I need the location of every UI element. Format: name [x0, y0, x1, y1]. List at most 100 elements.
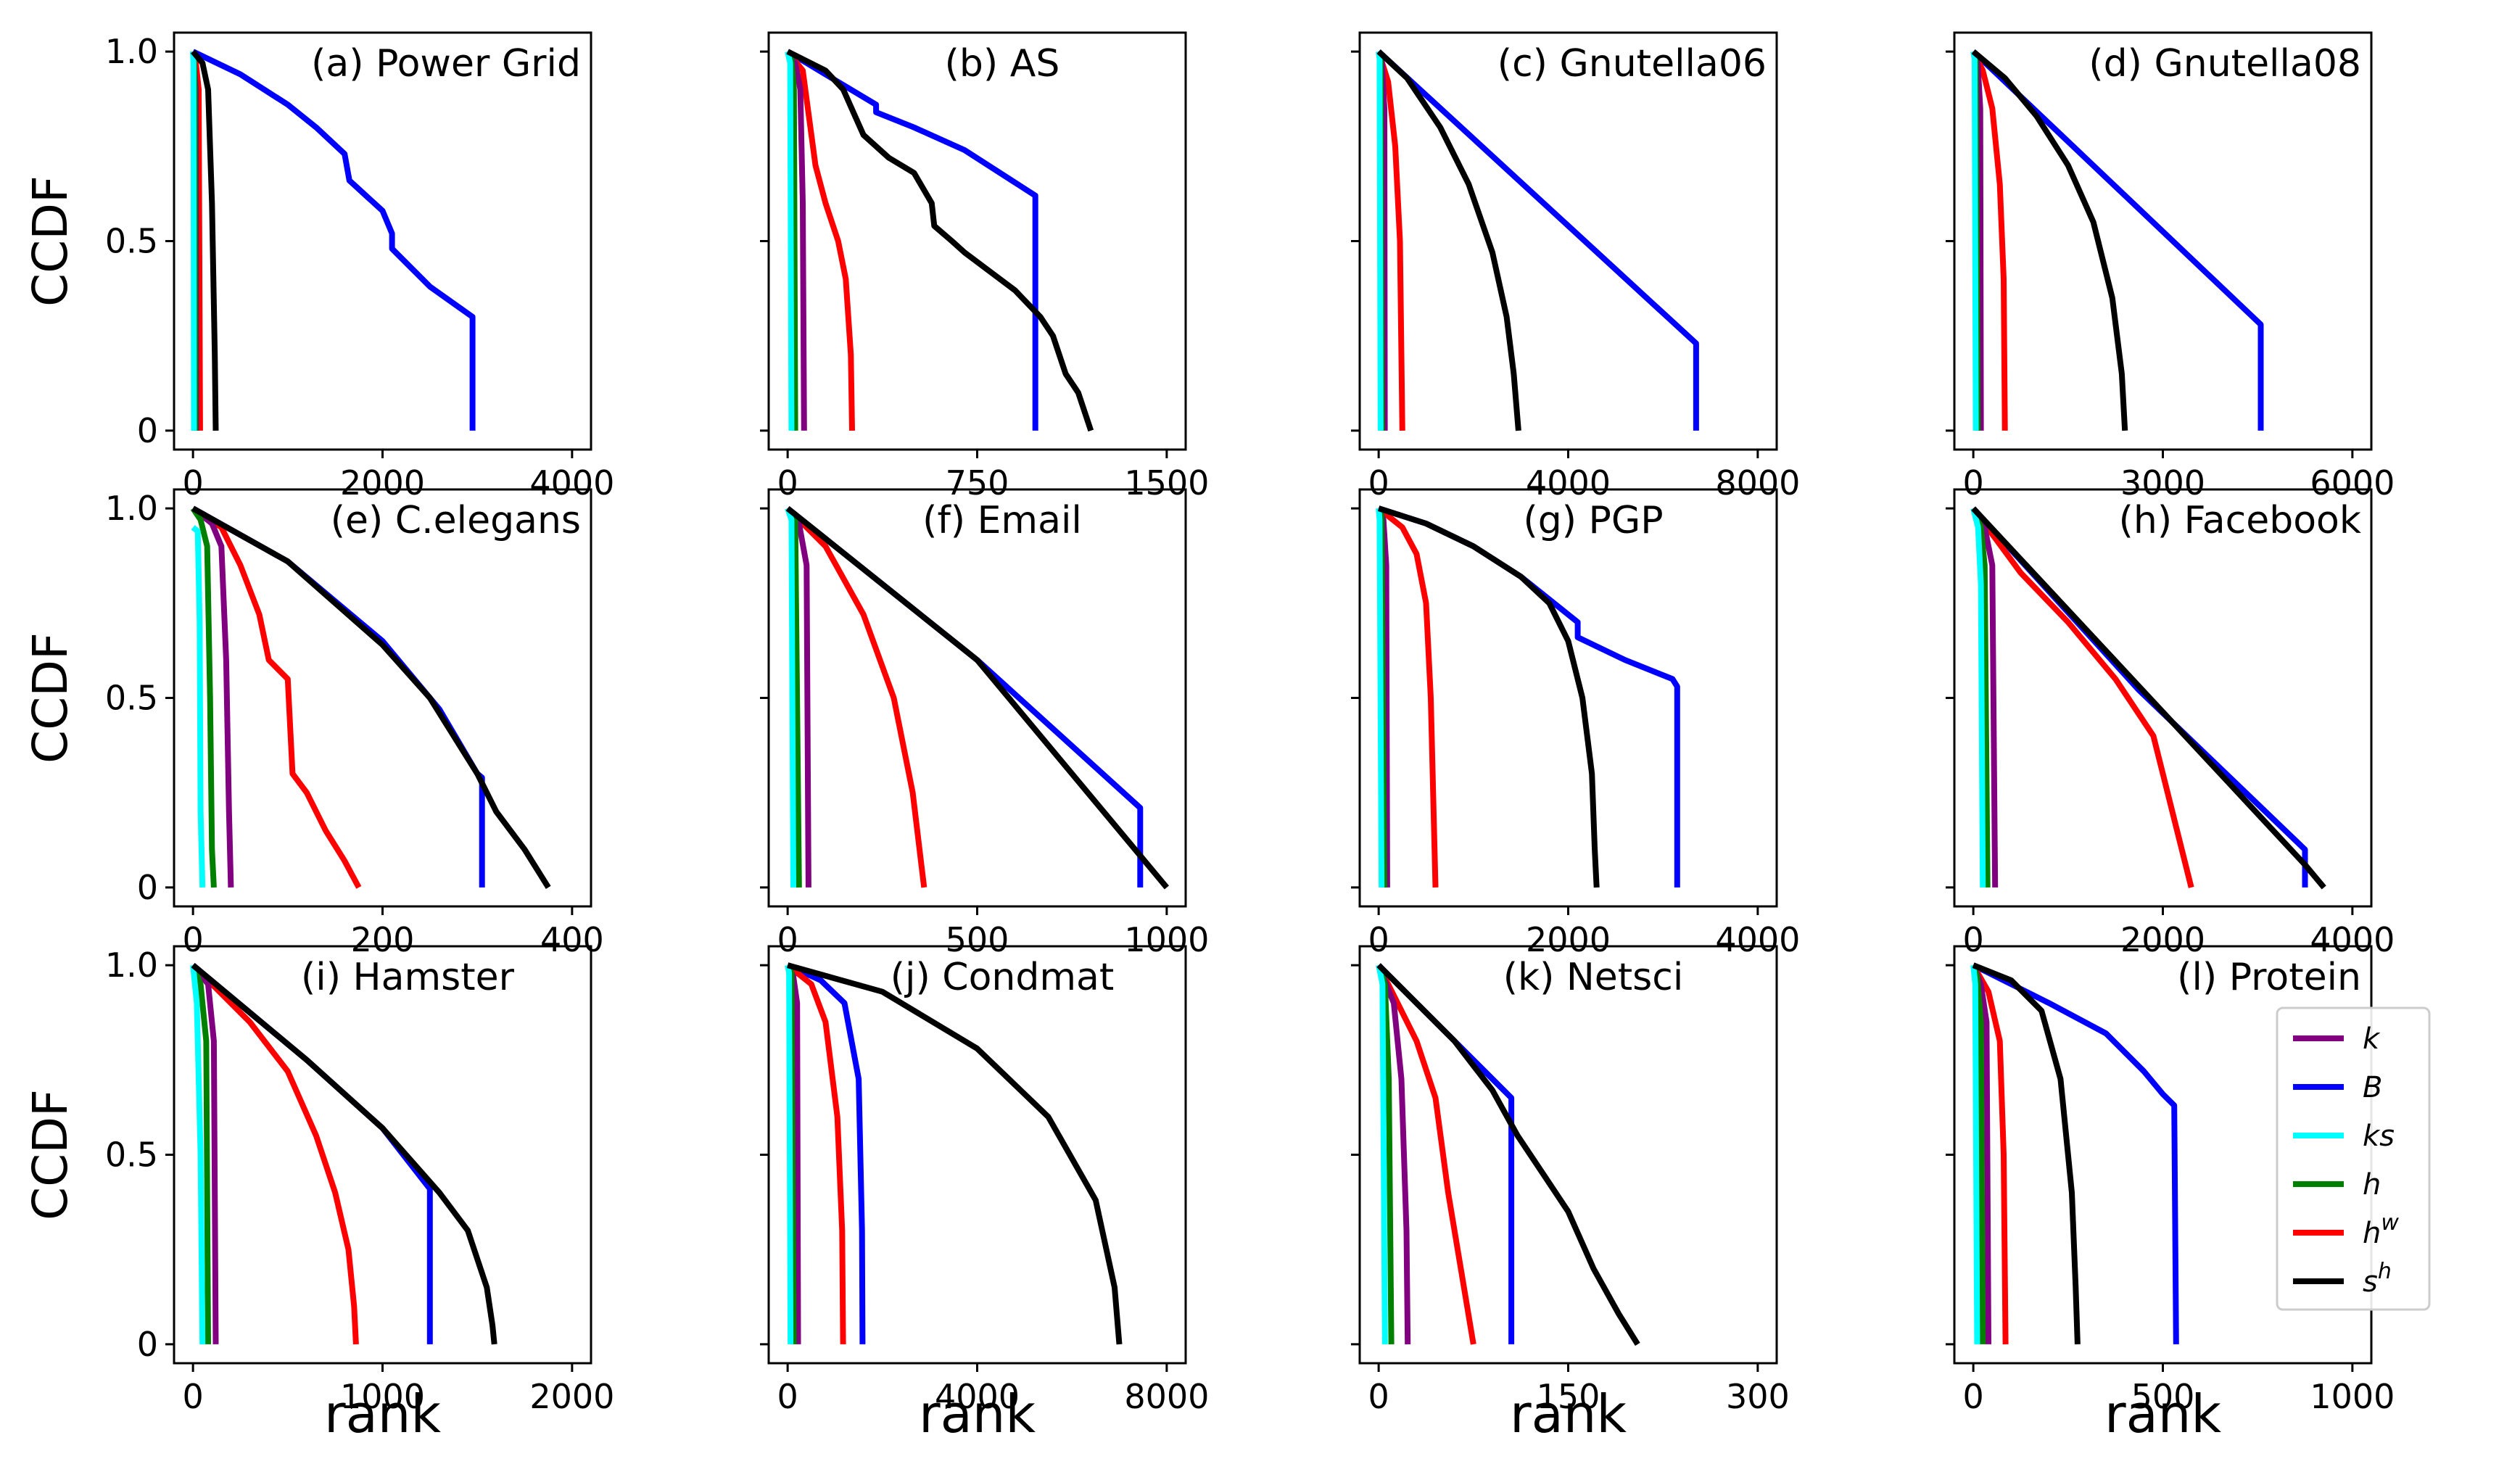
- x-tick-label: 500: [2131, 1377, 2195, 1416]
- series-ks-line: [191, 525, 206, 888]
- x-tick-label: 4000: [529, 463, 614, 503]
- series-sh-line: [787, 962, 1123, 1345]
- series-hw-line: [1376, 505, 1439, 888]
- series-hw-line: [191, 505, 362, 889]
- series-B-line: [786, 49, 1038, 431]
- panel-title: (f) Email: [922, 499, 1082, 542]
- panel-title: (a) Power Grid: [311, 42, 581, 86]
- series-B-line: [1376, 49, 1699, 431]
- x-tick-label: 0: [182, 463, 203, 503]
- panel-e: 0 200 400 0 0.5 1.0 (e) C.elegans: [105, 488, 604, 959]
- series-ks-line: [1376, 964, 1388, 1344]
- y-axis-label: CCDF: [22, 1089, 78, 1220]
- y-tick-label: 0.5: [105, 222, 158, 261]
- series-B-line: [1972, 962, 2179, 1344]
- series-ks-line: [1970, 51, 1979, 431]
- legend-item-sh: sh: [2293, 1259, 2392, 1299]
- panel-a: 0 2000 4000 0 0.5 1.0 (a) Power Grid: [105, 31, 614, 503]
- series-ks-line: [1970, 508, 1986, 888]
- x-tick-label: 0: [777, 1377, 798, 1416]
- panel-b: 0 750 1500 (b) AS: [760, 31, 1209, 503]
- x-tick-label: 750: [946, 463, 1009, 503]
- series-sh-line: [1376, 963, 1640, 1347]
- series-sh-line: [1972, 962, 2081, 1345]
- legend-item-ks: ks: [2293, 1120, 2395, 1153]
- x-tick-label: 0: [1368, 463, 1389, 503]
- x-tick-label: 500: [946, 920, 1009, 959]
- x-tick-label: 2000: [529, 1377, 614, 1416]
- panel-k: 0 150 300 (k) Netsci: [1351, 945, 1790, 1416]
- legend-label: k: [2363, 1022, 2381, 1056]
- series-ks-line: [785, 51, 795, 431]
- x-axis-label: rank: [2104, 1384, 2221, 1444]
- series-ks-line: [1970, 964, 1980, 1344]
- series-hw-line: [1376, 964, 1476, 1345]
- series-hw-line: [785, 49, 855, 431]
- panel-title: (e) C.elegans: [331, 499, 581, 542]
- legend-label: sh: [2363, 1259, 2392, 1299]
- y-tick-label: 1.0: [105, 489, 158, 528]
- x-tick-label: 0: [1368, 1377, 1389, 1416]
- y-tick-label: 0.5: [105, 1136, 158, 1175]
- x-tick-label: 1000: [340, 1377, 425, 1416]
- panel-f: 0 500 1000 (f) Email: [760, 488, 1209, 959]
- series-sh-line: [1971, 506, 2326, 890]
- panel-g: 0 2000 4000 (g) PGP: [1351, 488, 1800, 959]
- legend-label: ks: [2363, 1120, 2395, 1153]
- x-tick-label: 2000: [1526, 920, 1611, 959]
- x-tick-label: 8000: [1715, 463, 1800, 503]
- series-B-line: [191, 49, 476, 431]
- x-tick-label: 0: [1962, 1377, 1983, 1416]
- legend-label: B: [2363, 1071, 2382, 1104]
- x-tick-label: 0: [777, 463, 798, 503]
- x-tick-label: 150: [1537, 1377, 1600, 1416]
- x-tick-label: 4000: [2310, 920, 2395, 959]
- y-tick-label: 0.5: [105, 679, 158, 718]
- series-sh-line: [191, 963, 497, 1345]
- series-ks-line: [190, 51, 197, 431]
- x-tick-label: 2000: [2120, 920, 2205, 959]
- panel-title: (j) Condmat: [891, 956, 1115, 999]
- axis-labels: CCDF CCDF CCDF rank rank rank rank: [22, 175, 2221, 1444]
- legend-label: h: [2363, 1168, 2381, 1202]
- legend-item-k: k: [2293, 1022, 2381, 1056]
- x-tick-label: 0: [1962, 463, 1983, 503]
- x-axis-label: rank: [324, 1384, 441, 1444]
- panel-title: (l) Protein: [2177, 956, 2361, 999]
- x-tick-label: 8000: [1124, 1377, 1209, 1416]
- x-tick-label: 3000: [2120, 463, 2205, 503]
- series-B-line: [786, 962, 866, 1344]
- series-ks-line: [785, 964, 794, 1344]
- series-sh-line: [191, 505, 551, 890]
- legend-label: hw: [2363, 1210, 2399, 1250]
- series-hw-line: [785, 506, 928, 888]
- y-tick-label: 1.0: [105, 32, 158, 71]
- panel-title: (h) Facebook: [2119, 499, 2361, 542]
- series-k-line: [191, 505, 234, 888]
- x-tick-label: 0: [1962, 920, 1983, 959]
- y-tick-label: 0: [137, 868, 158, 907]
- x-tick-label: 0: [182, 1377, 203, 1416]
- x-tick-label: 0: [1368, 920, 1389, 959]
- x-tick-label: 1500: [1124, 463, 1209, 503]
- series-sh-line: [786, 49, 1094, 432]
- series-hw-line: [191, 963, 359, 1345]
- series-ks-line: [190, 964, 206, 1344]
- legend-item-hw: hw: [2293, 1210, 2399, 1250]
- x-tick-label: 200: [351, 920, 415, 959]
- series-sh-line: [1971, 49, 2128, 431]
- panel-i: 0 1000 2000 0 0.5 1.0 (i) Hamster: [105, 945, 614, 1416]
- y-axis-label: CCDF: [22, 632, 78, 764]
- x-tick-label: 1000: [1124, 920, 1209, 959]
- series-ks-line: [1376, 51, 1384, 431]
- panel-d: 0 3000 6000 (d) Gnutella08: [1946, 31, 2395, 503]
- panel-j: 0 4000 8000 (j) Condmat: [760, 945, 1209, 1416]
- panel-c: 0 4000 8000 (c) Gnutella06: [1351, 31, 1800, 503]
- panel-title: (g) PGP: [1523, 499, 1663, 542]
- x-axis-label: rank: [919, 1384, 1036, 1444]
- series-hw-line: [1970, 506, 2194, 888]
- panel-title: (c) Gnutella06: [1497, 42, 1767, 86]
- series-k-line: [1376, 964, 1411, 1344]
- x-tick-label: 4000: [935, 1377, 1020, 1416]
